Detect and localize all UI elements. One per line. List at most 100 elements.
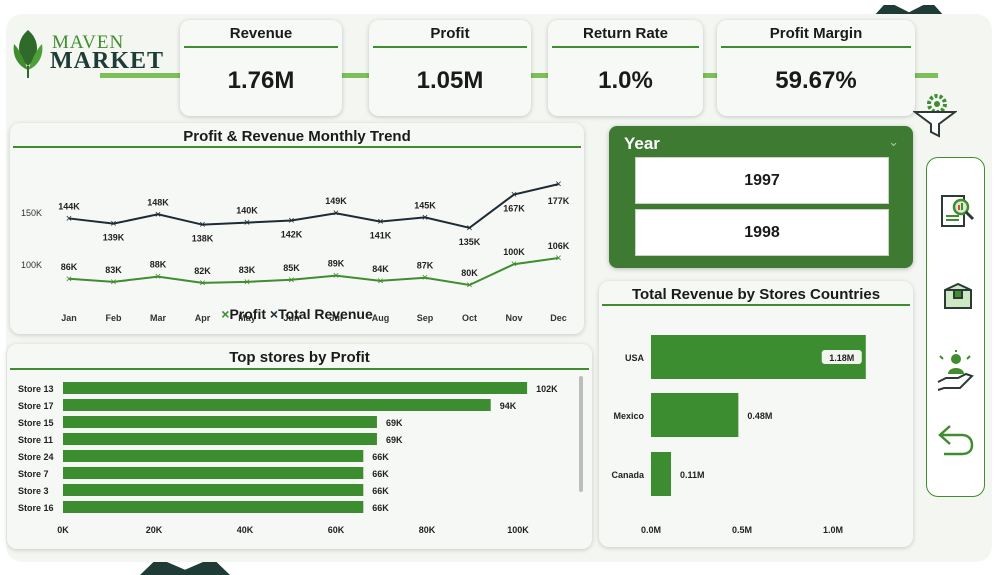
bar	[63, 450, 364, 462]
value-label: 1.18M	[829, 353, 854, 363]
value-label: 66K	[372, 452, 389, 462]
chart-title: Total Revenue by Stores Countries	[631, 286, 881, 303]
data-label: 139K	[103, 233, 125, 243]
bar	[63, 382, 528, 394]
kpi-value: 1.05M	[416, 67, 484, 94]
x-tick-label: Jul	[329, 313, 342, 323]
x-tick-label: 80K	[419, 525, 436, 535]
data-label: 86K	[61, 262, 78, 272]
value-label-background	[821, 350, 862, 364]
bar	[63, 416, 377, 428]
revenue-by-countries-card: Total Revenue by Stores Countries USA 1.1…	[599, 281, 913, 547]
bar	[63, 484, 364, 496]
data-point-marker: ×	[511, 189, 517, 201]
bar	[651, 393, 739, 437]
data-label: 84K	[372, 264, 389, 274]
kpi-title: Return Rate	[582, 25, 668, 42]
x-tick-label: Feb	[105, 313, 122, 323]
value-label: 66K	[372, 469, 389, 479]
series-line-total-revenue	[68, 183, 559, 229]
x-tick-label: May	[238, 313, 256, 323]
year-option-1998[interactable]: 1998	[635, 209, 889, 256]
back-arrow-icon[interactable]	[936, 420, 976, 460]
chart-title: Profit & Revenue Monthly Trend	[183, 128, 411, 145]
data-label: 148K	[147, 197, 169, 207]
data-label: 80K	[461, 268, 478, 278]
data-point-marker: ×	[288, 215, 294, 227]
data-label: 177K	[548, 196, 570, 206]
data-point-marker: ×	[288, 274, 294, 286]
data-point-marker: ×	[422, 272, 428, 284]
x-tick-label: 20K	[146, 525, 163, 535]
monthly-trend-chart: 150K 100K Jan Feb Mar Apr May Jun Jul Aug Sep Oct No…	[21, 179, 570, 323]
data-point-marker: ×	[377, 275, 383, 287]
legend-marker-profit: ×	[221, 306, 230, 322]
data-point-marker: ×	[511, 259, 517, 271]
year-slicer-title: Year	[624, 134, 660, 153]
legend-marker-revenue: ×	[269, 306, 279, 322]
kpi-title: Profit	[430, 25, 470, 42]
data-point-marker: ×	[155, 209, 161, 221]
data-label: 142K	[281, 230, 303, 240]
hand-person-icon[interactable]	[936, 350, 976, 394]
bar	[63, 399, 491, 411]
x-tick-label: Nov	[505, 313, 522, 323]
legend-total-revenue[interactable]: Total Revenue	[278, 306, 373, 322]
category-label: Store 15	[18, 418, 54, 428]
x-tick-label: 60K	[328, 525, 345, 535]
value-label: 102K	[536, 384, 558, 394]
revenue-by-countries-chart: USA 1.18M Mexico 0.48M Canada 0.11M 0.0M 0.5M 1.…	[611, 335, 866, 535]
chevron-down-icon[interactable]: ⌄	[888, 134, 899, 149]
x-tick-label: 100K	[507, 525, 529, 535]
kpi-title: Revenue	[229, 25, 293, 42]
data-label: 87K	[417, 261, 434, 271]
kpi-title: Profit Margin	[769, 25, 863, 42]
data-label: 83K	[105, 265, 122, 275]
series-line-profit	[68, 256, 559, 287]
magnifier-report-icon[interactable]	[939, 192, 977, 232]
data-label: 138K	[192, 234, 214, 244]
data-label: 82K	[194, 266, 211, 276]
value-label: 0.48M	[747, 411, 772, 421]
category-label: USA	[625, 353, 645, 363]
value-label: 94K	[500, 401, 517, 411]
x-tick-label: Apr	[195, 313, 211, 323]
value-label: 69K	[386, 418, 403, 428]
top-stores-card: Top stores by Profit Store 13 102K Store 1…	[7, 344, 592, 549]
data-point-marker: ×	[555, 179, 561, 191]
data-label: 88K	[150, 260, 167, 270]
brand-line2: MARKET	[50, 48, 164, 74]
x-tick-label: 0.0M	[641, 525, 661, 535]
x-tick-label: Sep	[417, 313, 434, 323]
x-tick-label: Oct	[462, 313, 477, 323]
category-label: Store 7	[18, 469, 49, 479]
kpi-return-rate: Return Rate 1.0%	[548, 20, 703, 116]
x-tick-label: Jun	[283, 313, 299, 323]
x-tick-label: 40K	[237, 525, 254, 535]
bottom-decoration	[140, 562, 230, 575]
x-tick-label: Dec	[550, 313, 567, 323]
x-tick-label: 1.0M	[823, 525, 843, 535]
funnel-gear-icon[interactable]	[913, 90, 957, 138]
brand-line1: MAVEN	[52, 32, 125, 53]
year-option-1997[interactable]: 1997	[635, 157, 889, 204]
category-label: Store 13	[18, 384, 54, 394]
value-label: 66K	[372, 503, 389, 513]
year-slicer: Year ⌄ 1997 1998	[609, 126, 913, 268]
data-point-marker: ×	[66, 213, 72, 225]
data-point-marker: ×	[333, 208, 339, 220]
kpi-value: 59.67%	[775, 67, 857, 94]
category-label: Store 11	[18, 435, 53, 445]
kpi-revenue: Revenue 1.76M	[180, 20, 342, 116]
category-label: Mexico	[613, 411, 644, 421]
data-label: 140K	[236, 206, 258, 216]
scrollbar[interactable]	[579, 376, 583, 492]
data-point-marker: ×	[244, 276, 250, 288]
box-icon[interactable]	[941, 280, 975, 314]
category-label: Store 16	[18, 503, 54, 513]
x-tick-label: Jan	[61, 313, 77, 323]
top-stores-chart: Store 13 102K Store 17 94K Store 15 69K Store …	[18, 382, 558, 535]
data-label: 135K	[459, 237, 481, 247]
data-label: 106K	[548, 241, 570, 251]
legend-profit[interactable]: Profit	[229, 306, 266, 322]
